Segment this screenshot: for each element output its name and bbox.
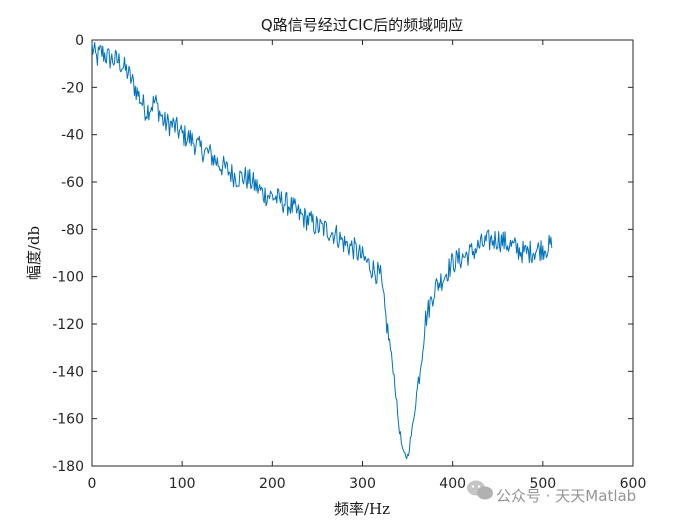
y-tick-label: -60 xyxy=(61,175,84,191)
wechat-icon xyxy=(467,480,493,500)
y-tick-label: -20 xyxy=(61,80,84,96)
series-line xyxy=(91,42,553,460)
y-tick-label: -40 xyxy=(61,128,84,144)
y-tick-label: -120 xyxy=(52,317,84,333)
x-tick-label: 200 xyxy=(259,476,286,492)
watermark-text: 公众号 · 天天Matlab xyxy=(496,487,636,505)
y-tick-label: -160 xyxy=(52,412,84,428)
chart-title: Q路信号经过CIC后的频域响应 xyxy=(261,16,463,34)
plot-area xyxy=(91,39,634,467)
x-tick-label: 600 xyxy=(620,476,647,492)
x-tick-label: 0 xyxy=(88,476,97,492)
x-tick-label: 300 xyxy=(349,476,376,492)
x-tick-label: 400 xyxy=(439,476,466,492)
y-tick-label: -140 xyxy=(52,364,84,380)
x-axis-label: 频率/Hz xyxy=(334,500,390,518)
y-axis-label: 幅度/db xyxy=(25,226,43,280)
series-layer xyxy=(91,42,553,460)
y-tick-label: -180 xyxy=(52,459,84,475)
y-tick-label: -80 xyxy=(61,222,84,238)
x-tick-label: 500 xyxy=(529,476,556,492)
y-tick-label: 0 xyxy=(75,33,84,49)
y-tick-label: -100 xyxy=(52,270,84,286)
x-tick-label: 100 xyxy=(169,476,196,492)
axis-ticks: 0 100 200 300 400 500 600 0 -20 -40 -60 -80 -100 -120… xyxy=(52,33,646,492)
watermark: 公众号 · 天天Matlab xyxy=(467,480,636,505)
